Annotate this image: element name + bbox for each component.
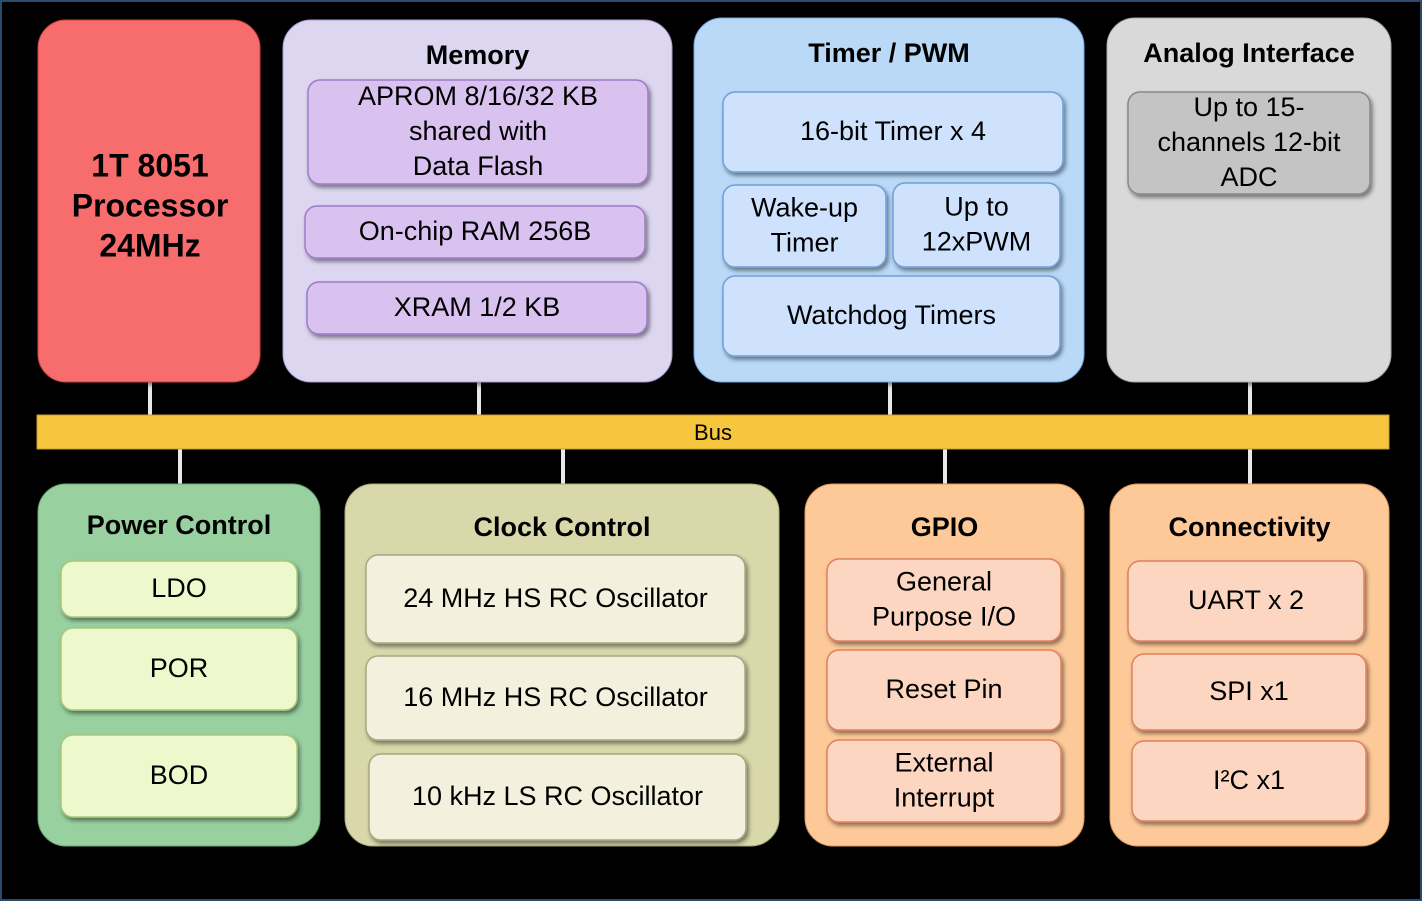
block-title: Memory (426, 40, 530, 70)
item-label: BOD (150, 760, 209, 790)
item-box (826, 649, 1062, 731)
item-label: Data Flash (413, 151, 544, 181)
item-label: ADC (1220, 162, 1277, 192)
item-label: SPI x1 (1209, 676, 1289, 706)
item-box (722, 184, 887, 268)
item-label: channels 12-bit (1157, 127, 1341, 157)
item-box (892, 182, 1061, 268)
connectors (148, 382, 1252, 484)
item-box (1131, 653, 1367, 731)
item-box (722, 91, 1064, 173)
item-label: XRAM 1/2 KB (394, 292, 561, 322)
item-label: 10 kHz LS RC Oscillator (412, 781, 703, 811)
item-box (304, 205, 646, 259)
block-title: Timer / PWM (808, 38, 970, 68)
bus-label: Bus (694, 420, 732, 445)
item-label: Interrupt (894, 783, 995, 813)
block-title: Analog Interface (1143, 38, 1355, 68)
block-title: Connectivity (1168, 512, 1330, 542)
item-label: Purpose I/O (872, 602, 1016, 632)
item-box (826, 739, 1062, 823)
block-title: Clock Control (473, 512, 650, 542)
item-label: Up to 15- (1193, 92, 1304, 122)
item-box (365, 554, 746, 644)
item-label: Timer (771, 228, 839, 258)
item-label: 24 MHz HS RC Oscillator (403, 583, 708, 613)
item-label: I²C x1 (1213, 765, 1285, 795)
item-label: Wake-up (751, 193, 858, 223)
block-title: Power Control (87, 510, 272, 540)
item-box (1127, 91, 1371, 195)
item-box (368, 753, 747, 841)
item-label: Reset Pin (885, 674, 1002, 704)
item-box (1131, 740, 1367, 822)
item-box (1127, 560, 1365, 642)
item-box (365, 655, 746, 741)
item-box (60, 560, 298, 618)
item-label: On-chip RAM 256B (359, 216, 592, 246)
item-box (306, 281, 648, 335)
item-label: 12xPWM (922, 227, 1032, 257)
item-box (60, 627, 298, 711)
item-label: LDO (151, 573, 207, 603)
item-box (722, 275, 1061, 357)
processor-label: Processor (72, 187, 229, 223)
bus-bar (36, 414, 1390, 450)
item-label: 16-bit Timer x 4 (800, 116, 986, 146)
item-box (826, 558, 1062, 642)
item-box (307, 79, 649, 185)
item-label: UART x 2 (1188, 585, 1304, 615)
item-label: APROM 8/16/32 KB (358, 81, 598, 111)
item-label: shared with (409, 116, 547, 146)
block-title: GPIO (911, 512, 979, 542)
processor-block (37, 19, 261, 383)
processor-label: 1T 8051 (91, 147, 208, 183)
item-label: POR (150, 653, 209, 683)
item-label: General (896, 567, 992, 597)
item-label: 16 MHz HS RC Oscillator (403, 682, 708, 712)
processor-label: 24MHz (99, 227, 200, 263)
item-label: Watchdog Timers (787, 300, 996, 330)
item-box (60, 734, 298, 818)
item-label: Up to (944, 192, 1009, 222)
item-label: External (894, 748, 993, 778)
block (1106, 17, 1392, 383)
